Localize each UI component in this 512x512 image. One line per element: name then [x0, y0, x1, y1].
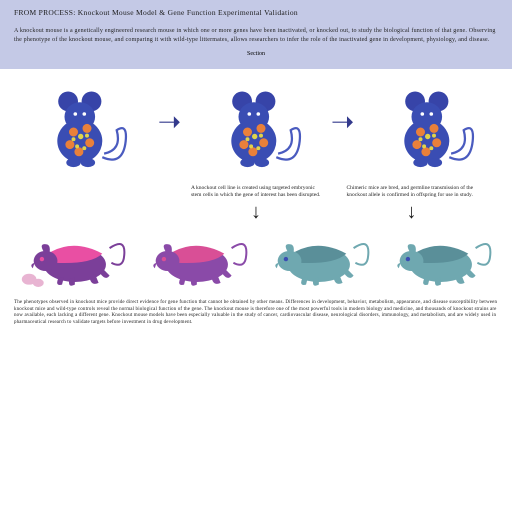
mouse-stage-2 — [209, 87, 304, 177]
intro-paragraph: A knockout mouse is a genetically engine… — [14, 27, 498, 45]
arrow-down-icon: ↓ — [191, 201, 321, 224]
sitting-mouse-icon — [382, 87, 477, 177]
page-title: FROM PROCESS: Knockout Mouse Model & Gen… — [14, 8, 498, 17]
arrow-down-icon: ↓ — [347, 201, 477, 224]
section-label: Section — [14, 51, 498, 57]
running-mouse-icon — [140, 228, 250, 292]
running-mouse-icon — [18, 228, 128, 292]
arrow-right-icon: ➝ — [331, 105, 354, 139]
running-mouse-icon — [384, 228, 494, 292]
sitting-mouse-icon — [35, 87, 130, 177]
caption-1: A knockout cell line is created using ta… — [191, 185, 321, 199]
sitting-mouse-icon — [209, 87, 304, 177]
caption-2: Chimeric mice are bred, and germline tra… — [347, 185, 477, 199]
mouse-stage-3 — [382, 87, 477, 177]
header-panel: FROM PROCESS: Knockout Mouse Model & Gen… — [0, 0, 512, 69]
running-mouse-icon — [262, 228, 372, 292]
down-arrow-row: . ↓ ↓ — [0, 199, 512, 224]
mouse-stage-1 — [35, 87, 130, 177]
bottom-mouse-row — [0, 224, 512, 300]
caption-row: . A knockout cell line is created using … — [0, 185, 512, 199]
arrow-right-icon: ➝ — [158, 105, 181, 139]
footer-paragraph: The phenotypes observed in knockout mice… — [0, 300, 512, 336]
top-diagram-row: ➝ ➝ — [0, 69, 512, 185]
